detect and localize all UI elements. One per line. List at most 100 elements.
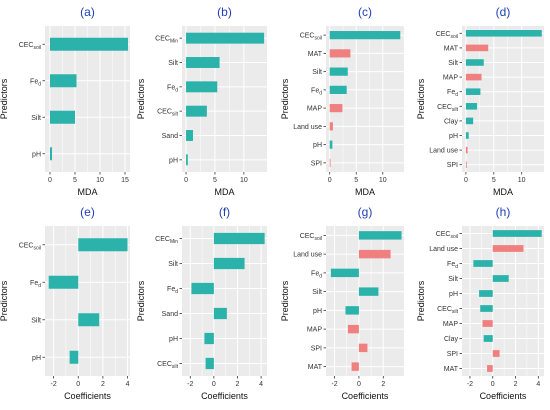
x-tick-label: 0 bbox=[76, 381, 80, 388]
bar-spi bbox=[492, 350, 500, 357]
bar-clay bbox=[483, 335, 493, 342]
bar-map bbox=[482, 320, 493, 327]
y-tick-label: pH bbox=[32, 151, 41, 158]
y-axis-title: Predictors bbox=[280, 78, 290, 119]
bar-mat bbox=[329, 49, 351, 58]
y-tick-label: Fed bbox=[311, 87, 322, 96]
y-tick-label: Silt bbox=[168, 261, 178, 268]
x-tick-label: 5 bbox=[354, 177, 358, 184]
bar-cec-min bbox=[186, 32, 265, 44]
x-axis-title: Coefficients bbox=[64, 391, 111, 401]
bar-map bbox=[465, 73, 482, 81]
chart-panel-8: -2 0 2 4 CECsoil Land use Fed Silt pH CECsilt MAP C… bbox=[416, 205, 544, 401]
bar-cec-soil bbox=[78, 238, 128, 252]
panel-background bbox=[326, 226, 404, 376]
bar-cec-silt bbox=[205, 357, 214, 370]
y-tick-label: CECsilt bbox=[437, 306, 459, 315]
y-axis-title: Predictors bbox=[416, 280, 426, 321]
x-tick-label: 2 bbox=[101, 381, 105, 388]
x-tick-label: 10 bbox=[240, 177, 248, 184]
y-tick-label: Silt bbox=[448, 276, 458, 283]
bar-ph bbox=[465, 132, 469, 139]
x-tick-label: 0 bbox=[464, 177, 468, 184]
y-tick-label: pH bbox=[313, 142, 322, 149]
panel-title: (c) bbox=[358, 5, 372, 19]
y-tick-label: pH bbox=[449, 291, 458, 298]
y-tick-label: pH bbox=[32, 355, 41, 362]
x-tick-label: 4 bbox=[126, 381, 130, 388]
y-tick-label: SPI bbox=[311, 345, 322, 352]
bar-cec-soil bbox=[50, 37, 128, 51]
bar-fe-d bbox=[48, 275, 79, 289]
panel-title: (f) bbox=[219, 205, 230, 219]
y-tick-label: Fed bbox=[167, 286, 178, 295]
y-tick-label: MAP bbox=[443, 75, 459, 82]
x-tick-label: -2 bbox=[331, 381, 337, 388]
x-tick-label: 2 bbox=[381, 381, 385, 388]
y-axis-title: Predictors bbox=[136, 280, 146, 321]
y-tick-label: CECsoil bbox=[436, 31, 458, 40]
bar-cec-silt bbox=[465, 103, 478, 110]
y-tick-label: MAT bbox=[308, 364, 323, 371]
bar-ph bbox=[345, 306, 359, 315]
y-tick-label: Land use bbox=[293, 252, 322, 259]
bar-land-use bbox=[465, 146, 468, 154]
x-tick-label: 10 bbox=[379, 177, 387, 184]
x-tick-label: 0 bbox=[328, 177, 332, 184]
y-tick-label: pH bbox=[169, 157, 178, 164]
bar-cec-soil bbox=[492, 230, 542, 237]
x-tick-label: -2 bbox=[467, 381, 473, 388]
x-axis-title: MDA bbox=[355, 187, 375, 197]
y-tick-label: SPI bbox=[447, 351, 458, 358]
bar-clay bbox=[465, 117, 474, 125]
bar-fe-d bbox=[330, 268, 359, 278]
y-tick-label: Silt bbox=[448, 60, 458, 67]
x-axis-title: MDA bbox=[215, 187, 235, 197]
x-axis-title: Coefficients bbox=[201, 391, 248, 401]
y-tick-label: Land use bbox=[429, 148, 458, 155]
bar-cec-min bbox=[213, 232, 265, 245]
x-tick-label: -2 bbox=[51, 381, 57, 388]
x-tick-label: 0 bbox=[48, 177, 52, 184]
y-tick-label: CECMin bbox=[155, 236, 178, 245]
bar-fe-d bbox=[465, 88, 481, 95]
x-tick-label: 5 bbox=[73, 177, 77, 184]
bar-silt bbox=[78, 313, 100, 327]
y-tick-label: Clay bbox=[444, 336, 459, 343]
x-tick-label: 10 bbox=[518, 177, 526, 184]
x-tick-label: 4 bbox=[536, 381, 540, 388]
y-tick-label: Silt bbox=[31, 317, 41, 324]
bar-silt bbox=[329, 67, 348, 76]
bar-ph bbox=[186, 154, 188, 166]
panel-background bbox=[326, 26, 404, 172]
y-tick-label: CECsoil bbox=[300, 33, 322, 42]
bar-cec-soil bbox=[358, 231, 402, 240]
y-tick-label: MAP bbox=[443, 321, 459, 328]
bar-cec-silt bbox=[480, 305, 493, 312]
y-tick-label: MAT bbox=[308, 51, 323, 58]
bar-silt bbox=[186, 57, 220, 68]
bar-silt bbox=[358, 287, 379, 296]
bar-fe-d bbox=[473, 260, 493, 267]
y-tick-label: CECsilt bbox=[157, 109, 179, 118]
y-tick-label: Fed bbox=[447, 89, 458, 98]
x-tick-label: 0 bbox=[357, 381, 361, 388]
y-tick-label: pH bbox=[449, 133, 458, 140]
bar-cec-soil bbox=[465, 30, 542, 37]
x-tick-label: 5 bbox=[492, 177, 496, 184]
panel-title: (d) bbox=[496, 5, 511, 19]
bar-mat bbox=[487, 365, 493, 372]
bar-ph bbox=[329, 140, 333, 149]
x-tick-label: 4 bbox=[259, 381, 263, 388]
chart-panel-1: 0 5 10 15 CECsoil Fed Silt pH (a) MDA Predictors bbox=[0, 5, 130, 197]
y-tick-label: Silt bbox=[31, 115, 41, 122]
chart-panel-3: 0 5 10 CECsoil MAT Silt Fed MAP Land use pH SPI (c)… bbox=[280, 5, 404, 197]
bar-silt bbox=[213, 257, 245, 270]
bar-land-use bbox=[358, 249, 391, 259]
x-tick-label: 15 bbox=[121, 177, 129, 184]
x-tick-label: 0 bbox=[212, 381, 216, 388]
bar-ph bbox=[50, 147, 52, 161]
y-tick-label: CECsoil bbox=[436, 231, 458, 240]
y-tick-label: Silt bbox=[312, 289, 322, 296]
y-axis-title: Predictors bbox=[280, 280, 290, 321]
